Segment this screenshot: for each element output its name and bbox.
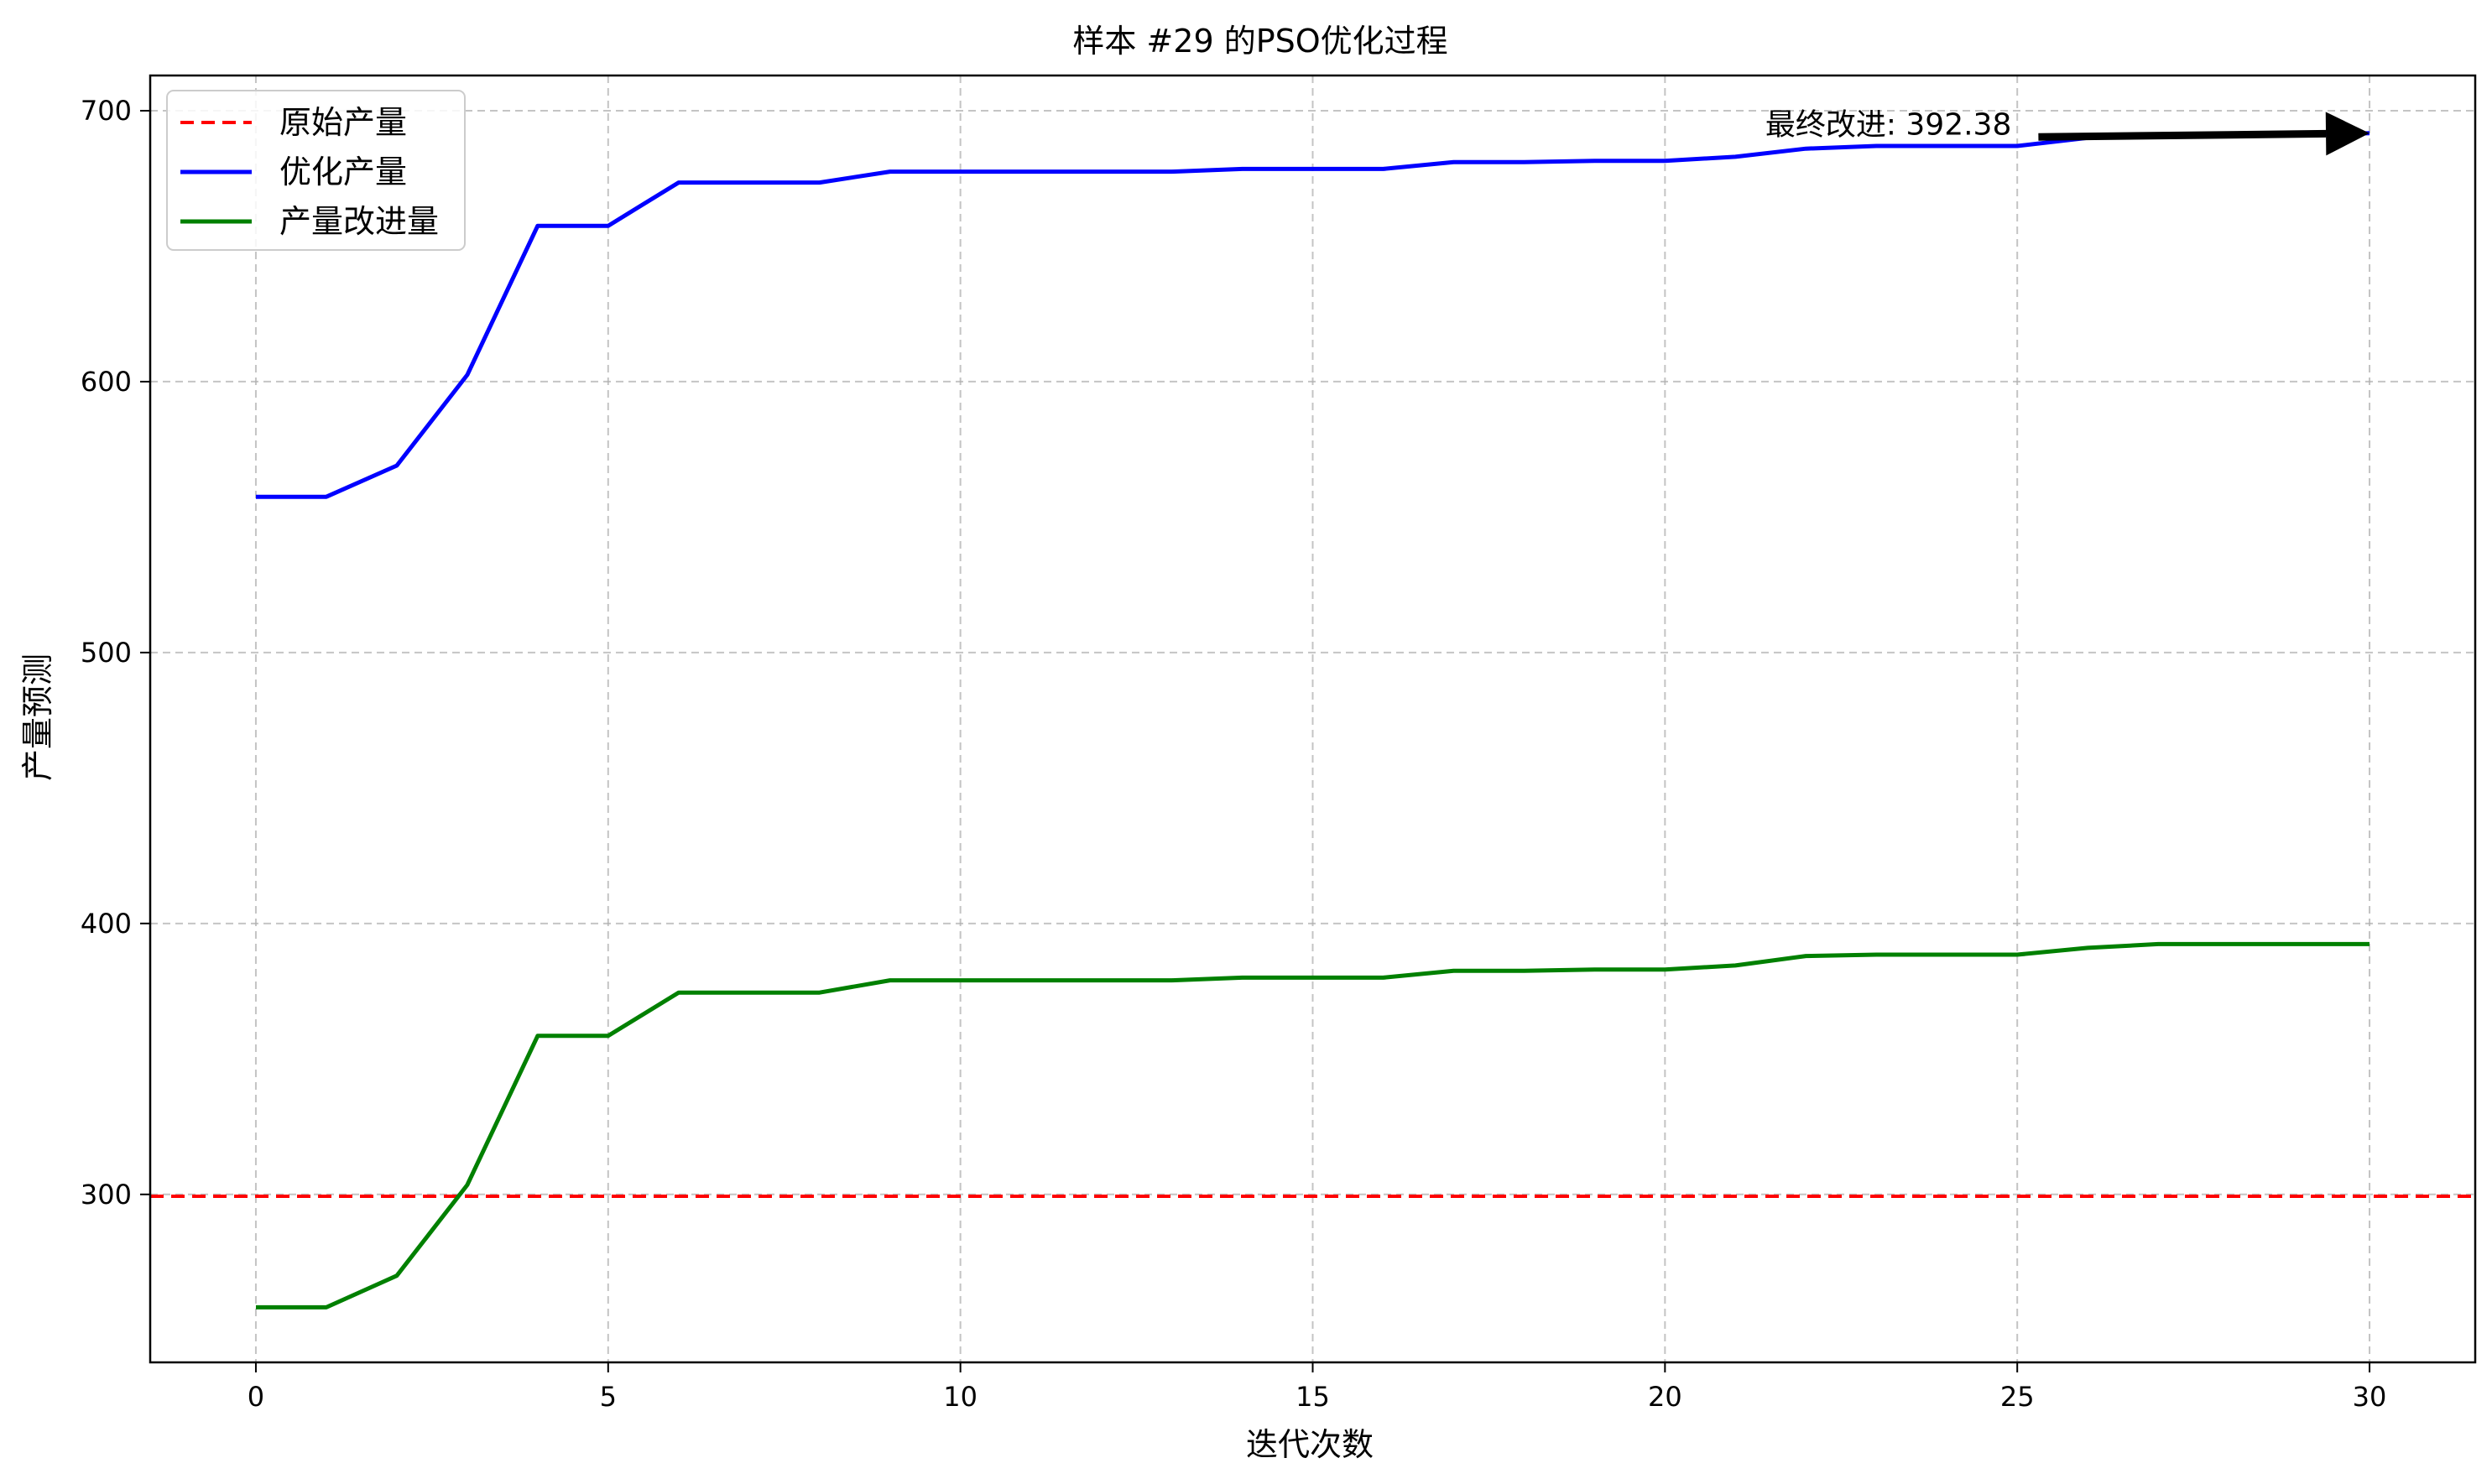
x-tick-label: 5	[600, 1381, 617, 1413]
legend-frame	[166, 90, 466, 251]
chart-title: 样本 #29 的PSO优化过程	[1072, 23, 1447, 60]
series-line-improvement	[256, 941, 2369, 1310]
annotation-arrow-shaft	[2038, 129, 2327, 141]
series-lines	[150, 131, 2475, 1310]
annotation: 最终改进: 392.38	[1765, 107, 2370, 156]
legend-label-improvement: 产量改进量	[279, 203, 439, 240]
annotation-label: 最终改进: 392.38	[1765, 107, 2012, 142]
series-line-optimized	[256, 131, 2370, 499]
legend-label-original: 原始产量	[279, 104, 407, 141]
y-tick-label: 700	[81, 95, 132, 127]
x-tick-label: 30	[2353, 1381, 2387, 1413]
legend-label-optimized: 优化产量	[279, 154, 407, 190]
y-tick-label: 400	[81, 908, 132, 940]
x-tick-label: 15	[1296, 1381, 1330, 1413]
y-tick-label: 600	[81, 366, 132, 398]
x-tick-label: 0	[248, 1381, 264, 1413]
y-tick-label: 300	[81, 1179, 132, 1211]
y-axis-label: 产量预测	[19, 653, 56, 781]
annotation-arrow-head	[2325, 112, 2370, 156]
legend: 原始产量 优化产量 产量改进量	[166, 90, 466, 251]
x-tick-label: 25	[2000, 1381, 2035, 1413]
x-tick-label: 10	[943, 1381, 978, 1413]
x-tick-label: 20	[1648, 1381, 1682, 1413]
axis-ticks: 0 5 10 15 20 25 30 300 400 500 600 700	[81, 95, 2386, 1413]
grid-lines	[150, 76, 2475, 1362]
y-tick-label: 500	[81, 637, 132, 669]
x-axis-label: 迭代次数	[1246, 1426, 1374, 1463]
